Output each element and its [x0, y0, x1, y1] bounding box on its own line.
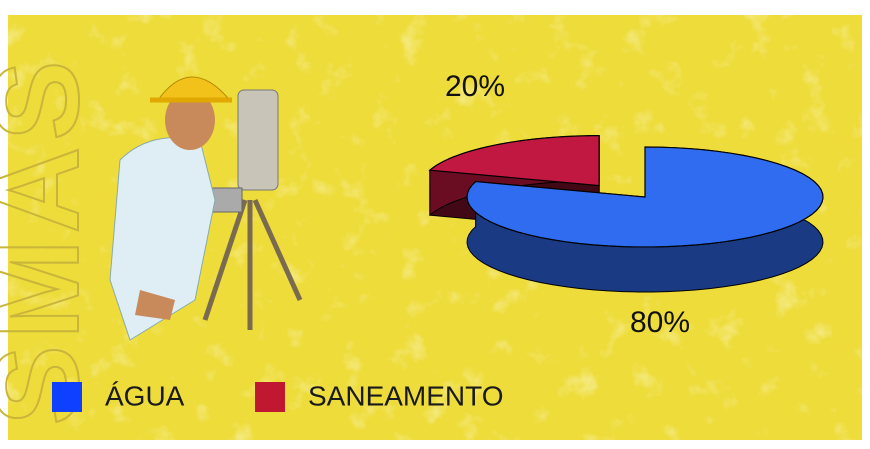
legend-label: SANEAMENTO — [308, 380, 504, 411]
logo-text: SMAS — [0, 55, 104, 426]
value-label: 20% — [445, 70, 505, 103]
legend-label: ÁGUA — [105, 380, 185, 411]
chart: SMAS ÁGUA SANEAMENTO 20% 80% — [0, 0, 870, 449]
legend-swatch — [52, 382, 82, 412]
legend-swatch — [255, 382, 285, 412]
value-label: 80% — [630, 306, 690, 339]
